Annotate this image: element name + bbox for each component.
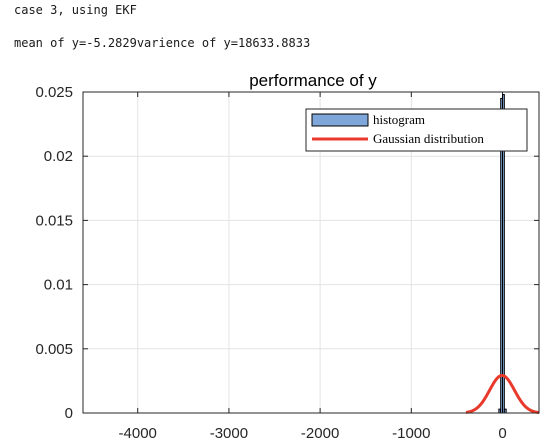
y-tick-label: 0	[65, 405, 73, 422]
legend-label-gaussian: Gaussian distribution	[373, 131, 484, 146]
x-tick-label: -2000	[301, 425, 339, 442]
x-tick-labels: -4000 -3000 -2000 -1000 0	[119, 425, 507, 442]
y-tick-labels: 0 0.005 0.01 0.015 0.02 0.025	[35, 84, 73, 422]
legend-swatch-histogram	[311, 113, 369, 127]
y-tick-label: 0.01	[44, 277, 73, 294]
y-tick-label: 0.02	[44, 148, 73, 165]
legend-label-histogram: histogram	[373, 112, 425, 127]
y-tick-label: 0.025	[35, 84, 73, 101]
console-line-method: case 3, using EKF	[14, 3, 137, 17]
x-tick-label: 0	[498, 425, 506, 442]
y-tick-label: 0.015	[35, 212, 73, 229]
y-tick-label: 0.005	[35, 341, 73, 358]
legend: histogram Gaussian distribution	[305, 108, 528, 152]
gaussian-curve	[465, 373, 540, 415]
histogram-bar	[503, 408, 507, 414]
console-line-stats: mean of y=-5.2829varience of y=18633.883…	[14, 36, 311, 50]
plot-frame	[82, 91, 540, 414]
chart-title: performance of y	[249, 71, 377, 90]
x-tick-label: -4000	[119, 425, 157, 442]
x-tick-label: -3000	[210, 425, 248, 442]
x-tick-label: -1000	[392, 425, 430, 442]
